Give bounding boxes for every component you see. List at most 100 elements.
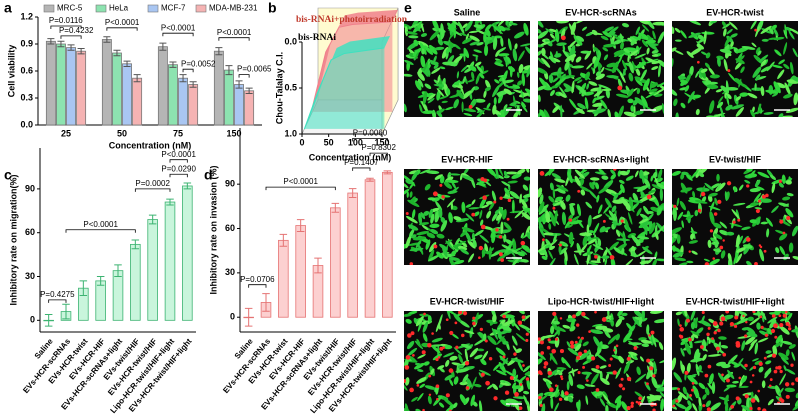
significance-bracket (106, 27, 138, 31)
cell (526, 66, 530, 78)
cell (644, 381, 651, 391)
panel-label: c (4, 167, 12, 183)
cell (760, 86, 765, 97)
image-title: EV-twist/HIF (709, 154, 762, 164)
cell (672, 246, 681, 252)
cell (492, 25, 503, 35)
cell (568, 373, 574, 387)
bar (147, 219, 158, 321)
cell (590, 260, 602, 264)
dead-cell (684, 370, 689, 375)
cell (485, 200, 493, 205)
cell (502, 79, 514, 84)
cell (680, 347, 685, 357)
cell (516, 169, 526, 175)
cell (404, 182, 409, 189)
cell (491, 190, 497, 202)
cell (404, 403, 409, 411)
cell (710, 21, 718, 24)
cell (629, 49, 639, 57)
cell (471, 71, 475, 80)
dead-cell (454, 321, 458, 325)
cell (481, 204, 489, 209)
x-tick-label: 0 (299, 137, 304, 147)
error-bar (296, 219, 305, 232)
cell (495, 347, 506, 356)
dead-cell (704, 262, 710, 265)
cell (757, 50, 762, 56)
dead-cell (423, 312, 426, 316)
cell (689, 65, 694, 76)
cell (404, 73, 413, 77)
dead-cell (568, 218, 573, 222)
cell (500, 399, 511, 407)
cell (423, 210, 430, 216)
bar (182, 185, 193, 321)
cell (467, 79, 475, 83)
cell (726, 94, 730, 106)
cell (771, 24, 777, 30)
dead-cell (574, 340, 578, 344)
cell (564, 60, 570, 71)
cell (633, 311, 643, 317)
cell (569, 98, 578, 110)
cell (569, 203, 576, 207)
dead-cell (458, 311, 463, 315)
cell (615, 317, 623, 328)
cell (786, 192, 794, 197)
cell (700, 68, 708, 73)
dead-cell (412, 354, 415, 357)
cell (408, 35, 419, 39)
cell (597, 204, 603, 214)
cell (521, 72, 526, 87)
cell (657, 169, 663, 180)
cell (761, 380, 766, 389)
cell (447, 190, 458, 194)
cell (453, 376, 459, 385)
cell (754, 83, 757, 91)
error-bar (62, 303, 70, 320)
dead-cell (500, 258, 505, 262)
cell (576, 401, 581, 410)
cell (575, 311, 582, 317)
y-axis-title: Chou-Talalay C.I. (274, 52, 284, 124)
cell (616, 93, 629, 98)
cell (561, 211, 567, 226)
cell (604, 330, 611, 339)
dead-cell (712, 257, 716, 260)
dead-cell (622, 387, 626, 391)
cell (690, 311, 696, 321)
cell (618, 355, 624, 364)
cell (754, 342, 759, 355)
cell (456, 71, 460, 79)
cell (440, 23, 445, 37)
cells (538, 169, 664, 265)
cell (707, 239, 712, 248)
bar (244, 90, 255, 126)
cell (625, 205, 631, 212)
cell (504, 187, 510, 196)
cell (755, 25, 760, 38)
cell (685, 214, 694, 220)
cell (472, 238, 477, 248)
cell (775, 334, 783, 344)
dead-cell (478, 256, 481, 260)
cell (726, 28, 733, 35)
cell (581, 371, 592, 375)
cell (520, 198, 528, 209)
cell (750, 391, 754, 400)
dead-cell (709, 229, 714, 233)
cell (627, 88, 634, 97)
cell (603, 205, 611, 214)
cell (453, 402, 458, 409)
dead-cell (697, 60, 700, 64)
cell (518, 92, 530, 98)
cell (653, 361, 657, 375)
cell (498, 362, 507, 373)
cell (708, 373, 714, 385)
dead-cell (795, 377, 798, 382)
annotation: P=0.0002 (135, 179, 170, 188)
cell (792, 47, 798, 58)
cell (784, 387, 796, 393)
cell (423, 61, 429, 72)
